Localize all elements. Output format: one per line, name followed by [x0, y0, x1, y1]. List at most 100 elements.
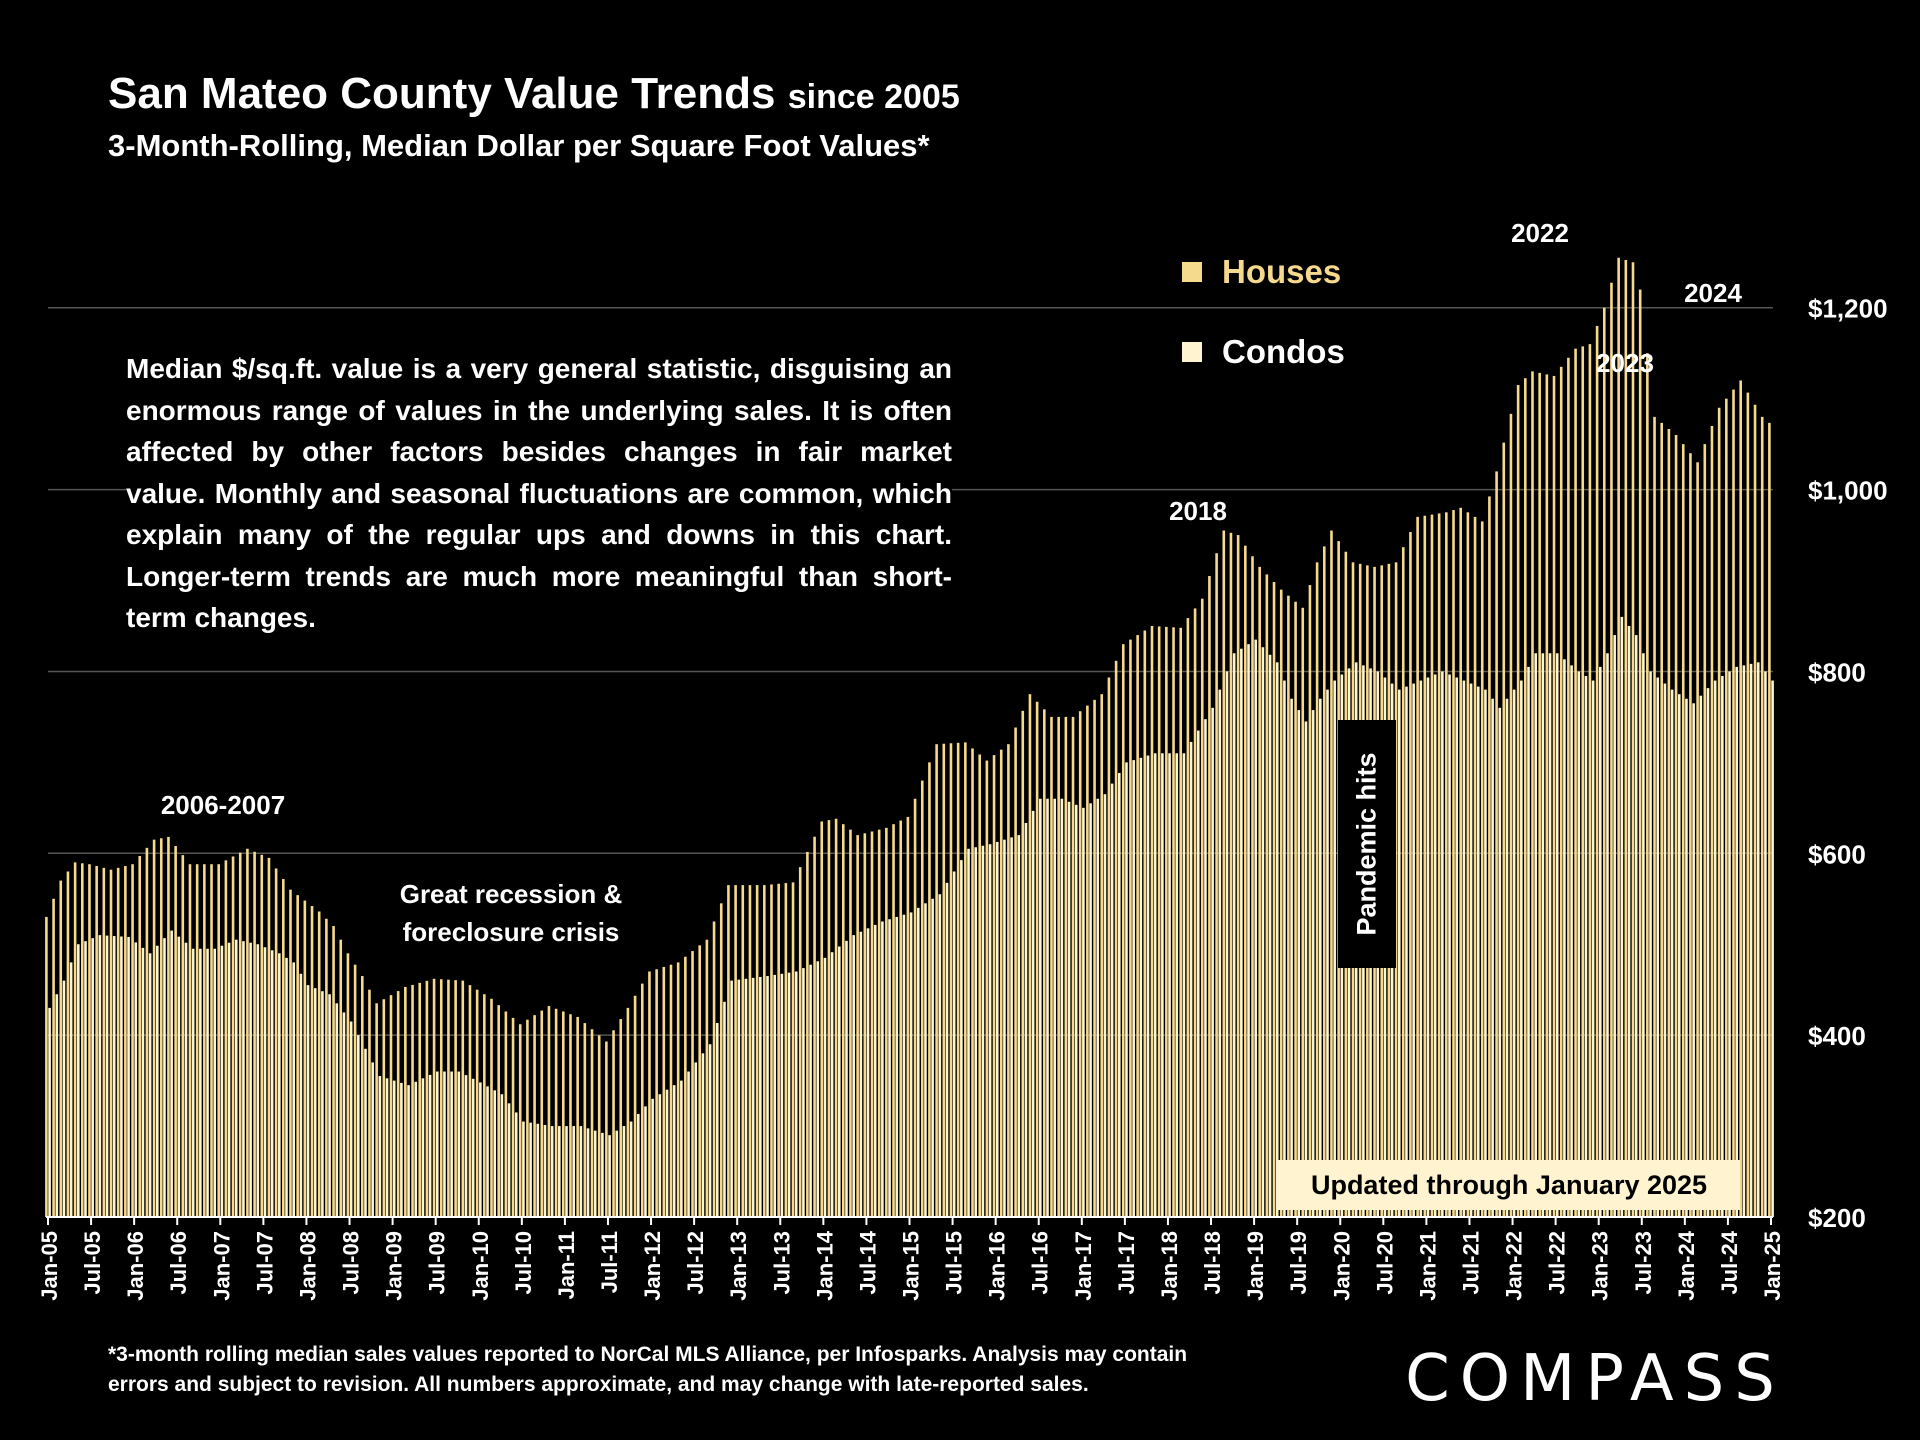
bar-condos: [988, 844, 992, 1217]
bar-houses: [1143, 630, 1147, 1217]
bar-condos: [1161, 753, 1164, 1217]
bar-houses: [913, 798, 917, 1217]
legend-swatch-condos: [1182, 342, 1202, 362]
bar-houses: [1028, 694, 1032, 1217]
footnote: *3-month rolling median sales values rep…: [108, 1340, 1348, 1400]
bar-condos: [687, 1071, 690, 1217]
x-tick-label: Jan-25: [1760, 1231, 1785, 1301]
bar-condos: [737, 979, 741, 1217]
x-tick-label: Jul-07: [252, 1231, 277, 1295]
bar-houses: [504, 1011, 508, 1217]
bar-condos: [191, 948, 195, 1217]
bar-houses: [317, 911, 321, 1217]
bar-houses: [339, 939, 343, 1217]
bar-condos: [1146, 755, 1150, 1217]
bar-houses: [1768, 422, 1771, 1217]
bar-condos: [866, 928, 870, 1217]
bar-condos: [744, 978, 748, 1217]
bar-condos: [349, 1021, 353, 1217]
bar-condos: [249, 942, 252, 1217]
bar-condos: [1627, 625, 1631, 1217]
bar-condos: [371, 1062, 374, 1217]
bar-condos: [838, 946, 841, 1217]
bar-condos: [163, 938, 166, 1217]
bar-condos: [1082, 807, 1085, 1217]
bar-condos: [127, 936, 130, 1217]
bar-condos: [507, 1103, 511, 1217]
bar-condos: [859, 931, 863, 1217]
bar-houses: [267, 857, 271, 1217]
x-tick-label: Jan-09: [382, 1231, 407, 1301]
bar-condos: [1053, 798, 1056, 1217]
bar-condos: [1728, 671, 1731, 1217]
bar-houses: [727, 885, 730, 1217]
bar-houses: [928, 762, 931, 1217]
bar-condos: [672, 1085, 676, 1217]
bar-houses: [303, 900, 307, 1217]
bar-houses: [985, 760, 989, 1217]
bar-condos: [665, 1089, 669, 1217]
bar-houses: [655, 969, 658, 1217]
bar-houses: [1007, 744, 1010, 1217]
bar-condos: [457, 1071, 461, 1217]
bar-houses: [691, 951, 694, 1217]
bar-condos: [1412, 683, 1415, 1217]
x-tick-label: Jul-12: [683, 1231, 708, 1295]
bar-houses: [447, 979, 450, 1217]
bar-condos: [1110, 783, 1114, 1217]
x-tick-label: Jul-22: [1545, 1231, 1570, 1295]
bar-condos: [881, 921, 884, 1217]
bar-condos: [1261, 647, 1265, 1217]
bar-condos: [385, 1078, 389, 1217]
bar-condos: [486, 1086, 489, 1217]
x-tick-label: Jan-10: [468, 1231, 493, 1301]
bar-houses: [662, 966, 666, 1217]
bar-condos: [213, 948, 217, 1217]
bar-condos: [1326, 689, 1329, 1217]
bar-houses: [813, 836, 816, 1217]
bar-condos: [809, 964, 812, 1217]
bar-condos: [206, 948, 209, 1217]
bar-houses: [382, 999, 386, 1217]
bar-houses: [238, 852, 242, 1217]
bar-condos: [1441, 671, 1444, 1217]
bar-condos: [1677, 694, 1681, 1217]
bar-houses: [712, 921, 716, 1217]
bar-houses: [1236, 535, 1240, 1217]
bar-condos: [694, 1062, 698, 1217]
bar-houses: [1437, 513, 1441, 1217]
bar-houses: [1057, 716, 1060, 1217]
bar-condos: [1182, 753, 1186, 1217]
bar-houses: [533, 1015, 536, 1217]
bar-houses: [741, 885, 745, 1217]
x-tick-label: Jul-08: [339, 1231, 364, 1295]
bar-condos: [550, 1126, 554, 1217]
bar-condos: [1297, 710, 1301, 1217]
bar-houses: [468, 985, 472, 1217]
bar-condos: [1311, 710, 1315, 1217]
bar-condos: [1520, 680, 1523, 1217]
bar-houses: [1559, 366, 1563, 1217]
bar-condos: [751, 977, 755, 1217]
bar-houses: [80, 863, 84, 1217]
bar-houses: [375, 1003, 378, 1217]
bar-houses: [1617, 257, 1620, 1218]
bar-condos: [1642, 653, 1645, 1217]
x-tick-label: Jan-13: [726, 1231, 751, 1301]
x-tick-label: Jul-11: [597, 1231, 622, 1293]
annotation-pandemic-hits: Pandemic hits: [1351, 752, 1382, 936]
x-tick-label: Jul-13: [769, 1231, 794, 1295]
bar-condos: [1189, 741, 1193, 1217]
bar-houses: [885, 827, 888, 1217]
bar-houses: [109, 869, 113, 1217]
x-tick-label: Jan-16: [985, 1231, 1010, 1301]
bar-condos: [895, 916, 899, 1217]
bar-condos: [1756, 662, 1760, 1217]
bar-houses: [1567, 357, 1570, 1217]
x-tick-label: Jul-17: [1114, 1231, 1139, 1295]
bar-houses: [404, 986, 407, 1217]
bar-houses: [1710, 425, 1714, 1217]
bar-condos: [84, 941, 87, 1217]
bar-condos: [759, 976, 762, 1217]
bar-houses: [698, 945, 702, 1217]
